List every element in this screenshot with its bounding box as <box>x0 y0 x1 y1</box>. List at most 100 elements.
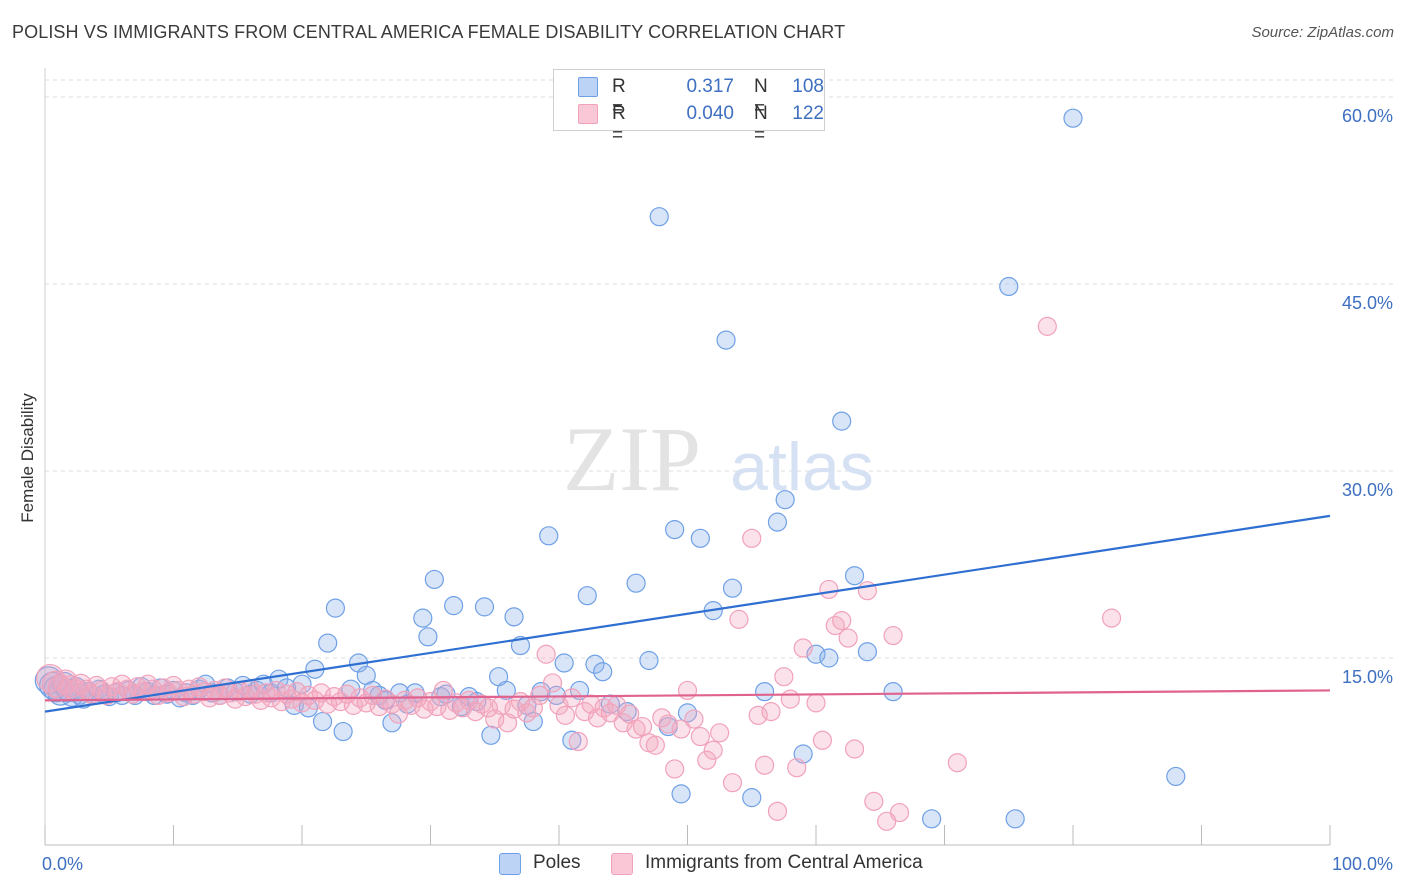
n-label: N = <box>754 103 768 146</box>
central-america-point <box>287 682 307 702</box>
y-axis-label: Female Disability <box>18 393 37 523</box>
poles-point <box>325 598 346 618</box>
central-america-point <box>542 673 563 693</box>
watermark-atlas: atlas <box>730 429 874 505</box>
poles-point <box>639 650 659 671</box>
poles-point <box>333 721 353 742</box>
poles-point <box>671 784 691 804</box>
central-america-point <box>690 726 710 747</box>
poles-point <box>742 788 762 808</box>
central-america-point <box>767 801 788 821</box>
central-america-point <box>562 688 582 708</box>
poles-trend-line <box>44 514 1331 713</box>
n-label: N = <box>754 76 768 119</box>
poles-point <box>496 680 516 701</box>
central-america-point <box>587 708 608 728</box>
central-america-point <box>1037 316 1057 336</box>
central-america-point <box>838 628 858 648</box>
poles-point <box>922 809 942 829</box>
poles-point <box>722 578 743 598</box>
central-america-point <box>812 730 833 750</box>
central-america-point <box>658 714 678 734</box>
r-label: R = <box>612 103 626 146</box>
poles-point <box>775 490 795 510</box>
poles-point <box>474 597 495 617</box>
series-central-america-points <box>36 316 1122 831</box>
legend-swatch-poles <box>578 77 598 97</box>
watermark-zip: ZIP <box>563 408 701 510</box>
legend-swatch-poles <box>499 853 521 875</box>
central-america-point <box>504 699 524 719</box>
r-value: 0.317 <box>686 76 734 97</box>
central-america-point <box>536 644 556 664</box>
central-america-point <box>305 690 325 710</box>
poles-point <box>649 207 669 227</box>
central-america-point <box>632 716 653 737</box>
poles-point <box>1063 108 1083 128</box>
poles-point <box>665 519 685 540</box>
central-america-point <box>864 791 884 811</box>
poles-point <box>562 730 582 750</box>
central-america-point <box>677 680 698 701</box>
poles-point <box>444 596 464 616</box>
central-america-point <box>722 773 743 793</box>
legend-label-central-america: Immigrants from Central America <box>645 852 923 873</box>
poles-point <box>554 653 574 673</box>
poles-point <box>312 711 333 732</box>
central-america-point <box>555 705 576 725</box>
poles-point <box>844 566 865 586</box>
poles-point <box>424 569 444 590</box>
central-america-point <box>883 625 903 646</box>
central-america-point <box>844 739 865 759</box>
poles-point <box>585 654 605 674</box>
poles-point <box>754 682 775 702</box>
correlation-legend: R = 0.317 N = 108 R = 0.040 N = 122 <box>553 69 825 146</box>
poles-point <box>690 528 710 548</box>
poles-point <box>577 586 597 606</box>
poles-point <box>1005 809 1025 829</box>
central-america-point <box>363 685 383 706</box>
central-america-point <box>832 610 852 631</box>
central-america-point <box>889 802 910 823</box>
central-america-point <box>401 695 421 715</box>
central-america-point <box>1101 608 1122 628</box>
central-america-point <box>453 698 473 718</box>
y-tick-label: 60.0% <box>1342 106 1393 126</box>
central-america-point <box>523 698 543 718</box>
poles-point <box>1166 766 1186 787</box>
y-tick-label: 30.0% <box>1342 480 1393 500</box>
central-america-point <box>806 693 826 713</box>
poles-point <box>617 702 637 722</box>
central-america-point <box>754 755 775 775</box>
central-america-trend-line <box>44 689 1331 702</box>
poles-point <box>716 330 736 350</box>
central-america-point <box>382 694 402 714</box>
central-america-point <box>697 750 717 770</box>
poles-point <box>539 526 559 546</box>
source-label: Source: ZipAtlas.com <box>1251 24 1394 41</box>
central-america-point <box>70 673 92 695</box>
r-value: 0.040 <box>686 103 734 124</box>
poles-point <box>418 627 438 647</box>
r-label: R = <box>612 76 626 119</box>
central-america-point <box>465 702 486 722</box>
poles-point <box>504 607 524 627</box>
trend-lines <box>44 514 1331 713</box>
poles-point <box>318 633 338 653</box>
poles-point <box>626 573 646 593</box>
y-tick-label: 15.0% <box>1342 667 1393 687</box>
poles-point <box>593 662 613 682</box>
central-america-point <box>780 689 800 709</box>
central-america-point <box>645 735 665 755</box>
central-america-point <box>787 758 807 778</box>
tick-labels: 15.0% 30.0% 45.0% 60.0% 0.0% 100.0% <box>42 106 1393 874</box>
central-america-point <box>729 609 749 629</box>
legend-swatch-central-america <box>611 853 633 875</box>
series-legend: Poles Immigrants from Central America <box>0 850 1406 878</box>
central-america-point <box>793 638 813 658</box>
y-tick-label: 45.0% <box>1342 293 1393 313</box>
poles-point <box>767 512 788 532</box>
central-america-point <box>671 719 691 739</box>
poles-point <box>832 411 852 431</box>
